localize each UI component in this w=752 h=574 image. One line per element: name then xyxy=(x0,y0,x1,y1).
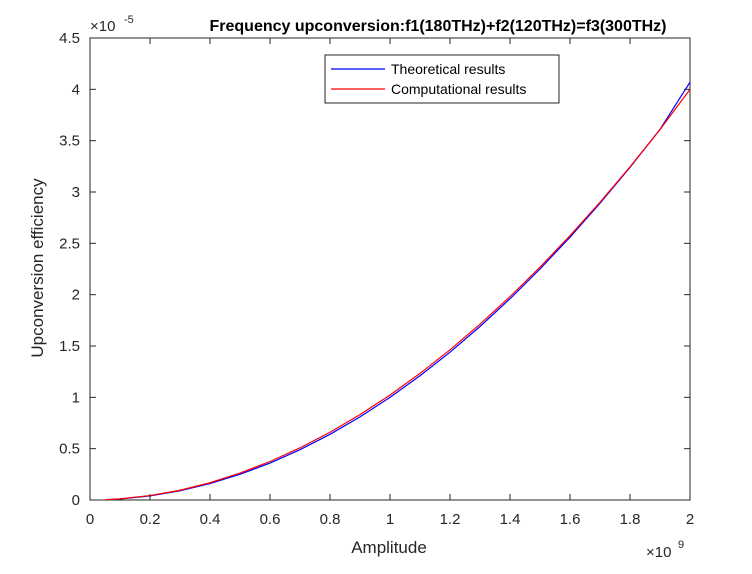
legend: Theoretical results Computational results xyxy=(324,54,560,104)
y-tick-label: 3.5 xyxy=(59,133,80,150)
legend-label: Computational results xyxy=(391,81,526,97)
x-exponent: ×10 9 xyxy=(646,539,684,561)
x-tick-label: 2 xyxy=(686,511,694,528)
chart-title: Frequency upconversion:f1(180THz)+f2(120… xyxy=(210,18,667,35)
plot-frame xyxy=(89,37,691,501)
legend-box xyxy=(324,54,560,104)
x-tick-label: 0.2 xyxy=(140,511,161,528)
y-exponent-value: -5 xyxy=(124,14,134,26)
y-tick-label: 1.5 xyxy=(59,338,80,355)
x-tick-label: 0.6 xyxy=(260,511,281,528)
y-tick-label: 0.5 xyxy=(59,441,80,458)
x-tick-label: 1.8 xyxy=(620,511,641,528)
y-tick-label: 2 xyxy=(72,287,80,304)
y-tick-label: 1 xyxy=(72,389,80,406)
y-tick-label: 2.5 xyxy=(59,235,80,252)
y-tick-label: 0 xyxy=(72,492,80,509)
x-axis-label: Amplitude xyxy=(351,538,427,557)
data-lines xyxy=(104,81,691,501)
x-tick-label: 1.2 xyxy=(440,511,461,528)
x-tick-label: 0.8 xyxy=(320,511,341,528)
y-tick-label: 4 xyxy=(72,81,80,98)
y-tick-label: 4.5 xyxy=(59,30,80,47)
y-axis-label: Upconversion efficiency xyxy=(28,178,47,358)
x-axis-ticks: 0 0.2 0.4 0.6 0.8 1 1.2 1.4 1.6 1.8 2 xyxy=(86,38,694,528)
legend-label: Theoretical results xyxy=(391,61,505,77)
x-multiplier: ×10 xyxy=(646,544,671,561)
y-exponent: ×10 -5 xyxy=(90,14,134,35)
y-tick-label: 3 xyxy=(72,184,80,201)
plot-area xyxy=(89,37,691,501)
y-multiplier: ×10 xyxy=(90,18,115,35)
x-tick-label: 0 xyxy=(86,511,94,528)
x-tick-label: 1 xyxy=(386,511,394,528)
x-tick-label: 1.6 xyxy=(560,511,581,528)
y-axis-ticks: 0 0.5 1 1.5 2 2.5 3 3.5 4 4.5 xyxy=(59,30,690,509)
series-line-2 xyxy=(104,88,691,501)
x-tick-label: 0.4 xyxy=(200,511,221,528)
x-exponent-value: 9 xyxy=(678,539,684,551)
x-tick-label: 1.4 xyxy=(500,511,521,528)
